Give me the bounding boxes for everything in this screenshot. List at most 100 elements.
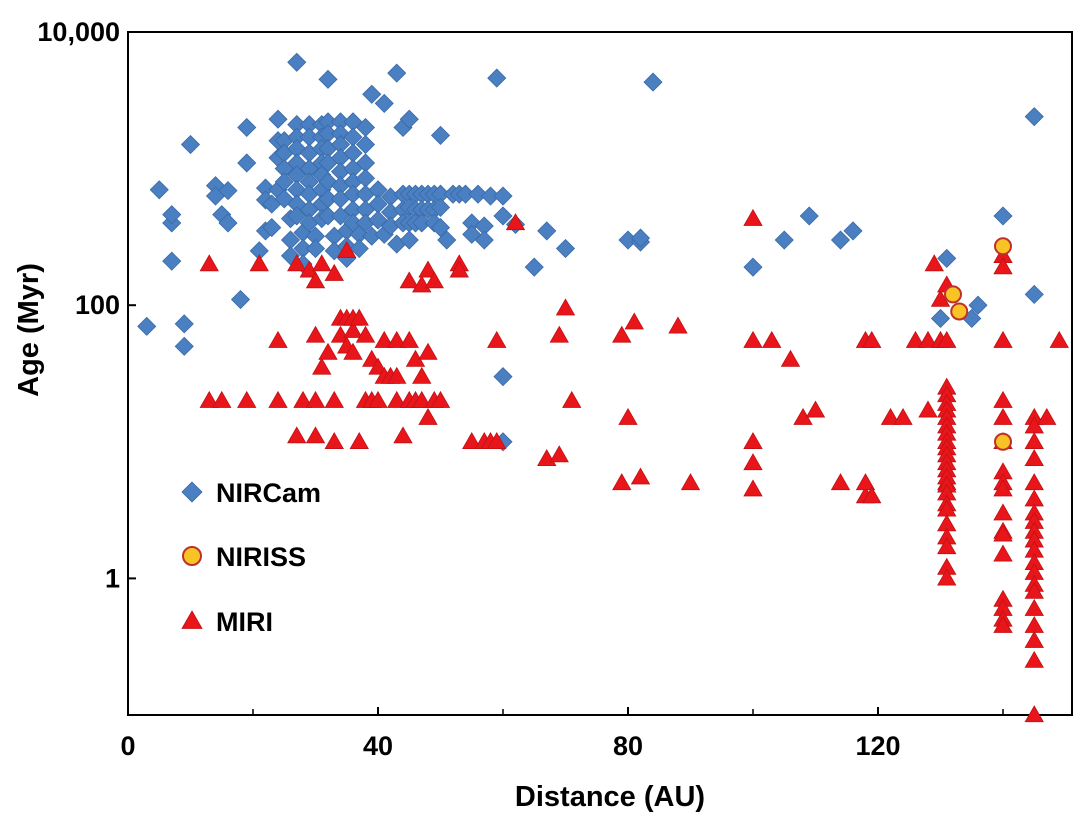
- miri-point: [374, 330, 394, 348]
- miri-point: [505, 213, 526, 231]
- niriss-point: [944, 285, 962, 304]
- miri-point: [1024, 650, 1044, 668]
- miri-point: [612, 325, 632, 343]
- nircam-point: [318, 69, 338, 89]
- miri-point: [743, 330, 763, 348]
- miri-point: [780, 349, 801, 367]
- legend-nircam-marker: [181, 481, 203, 503]
- nircam-point: [149, 180, 169, 200]
- miri-point: [893, 407, 913, 425]
- miri-point: [268, 390, 288, 408]
- y-tick-label: 100: [75, 290, 120, 320]
- nircam-point: [799, 206, 819, 226]
- miri-point: [287, 426, 307, 444]
- nircam-point: [162, 251, 182, 271]
- miri-point: [805, 400, 826, 418]
- legend-niriss-marker: [182, 546, 202, 566]
- legend-label-miri: MIRI: [216, 607, 273, 637]
- miri-point: [743, 208, 763, 226]
- miri-point: [293, 390, 313, 408]
- miri-point: [387, 390, 407, 408]
- nircam-point: [399, 109, 419, 129]
- miri-point: [418, 407, 438, 425]
- miri-point: [855, 473, 876, 491]
- miri-point: [918, 330, 938, 348]
- miri-point: [993, 330, 1013, 348]
- miri-point: [487, 431, 507, 449]
- nircam-point: [830, 230, 851, 250]
- miri-point: [355, 325, 376, 343]
- nircam-point: [262, 218, 282, 238]
- nircam-point: [362, 84, 382, 104]
- miri-point: [324, 431, 344, 449]
- nircam-point: [330, 206, 351, 226]
- miri-point: [937, 568, 957, 586]
- miri-point: [343, 342, 363, 360]
- nircam-point: [137, 316, 157, 336]
- miri-point: [268, 330, 288, 348]
- miri-point: [993, 544, 1013, 562]
- nircam-point: [387, 63, 407, 83]
- data-marks: [137, 52, 1069, 723]
- miri-point: [349, 308, 369, 326]
- miri-point: [555, 298, 576, 316]
- miri-point: [1024, 581, 1044, 599]
- nircam-point: [843, 221, 863, 241]
- miri-point: [462, 431, 482, 449]
- nircam-point: [218, 213, 238, 233]
- miri-point: [324, 390, 344, 408]
- miri-point: [743, 431, 763, 449]
- nircam-point: [430, 125, 451, 145]
- nircam-point: [174, 314, 194, 334]
- nircam-point: [493, 206, 513, 226]
- nircam-point: [524, 257, 544, 277]
- miri-point: [993, 257, 1013, 275]
- miri-point: [1037, 407, 1057, 425]
- miri-point: [743, 479, 763, 497]
- nircam-point: [487, 68, 507, 88]
- nircam-point: [993, 206, 1013, 226]
- miri-point: [387, 330, 407, 348]
- nircam-point: [493, 186, 513, 206]
- miri-point: [412, 366, 432, 384]
- nircam-point: [162, 205, 182, 225]
- x-tick-label: 40: [363, 731, 393, 761]
- nircam-point: [968, 295, 988, 315]
- miri-point: [418, 260, 438, 278]
- nircam-point: [430, 197, 451, 217]
- miri-point: [830, 473, 851, 491]
- nircam-point: [180, 134, 201, 155]
- axis-ticks: 0 40 80 120 1 100 10,000: [37, 17, 1004, 761]
- nircam-point: [237, 153, 257, 173]
- miri-point: [993, 615, 1013, 633]
- nircam-point: [237, 117, 257, 138]
- nircam-point: [774, 230, 794, 250]
- miri-point: [618, 407, 638, 425]
- nircam-point: [537, 221, 557, 241]
- miri-point: [1024, 431, 1044, 449]
- miri-point: [630, 467, 651, 485]
- miri-point: [343, 320, 363, 338]
- nircam-point: [555, 238, 576, 259]
- miri-point: [249, 254, 269, 272]
- miri-point: [924, 254, 944, 272]
- miri-point: [337, 241, 357, 258]
- nircam-point: [630, 228, 651, 248]
- nircam-point: [1024, 107, 1044, 127]
- y-tick-label: 10,000: [37, 17, 120, 47]
- nircam-point: [1024, 284, 1044, 304]
- miri-point: [937, 330, 957, 348]
- miri-point: [487, 330, 507, 348]
- y-axis-title: Age (Myr): [13, 263, 45, 397]
- miri-point: [212, 390, 232, 408]
- miri-point: [312, 254, 332, 272]
- miri-point: [199, 254, 219, 272]
- miri-point: [324, 263, 344, 281]
- nircam-point: [374, 93, 394, 113]
- nircam-point: [287, 206, 307, 226]
- miri-point: [430, 390, 451, 408]
- miri-point: [880, 407, 901, 425]
- nircam-point: [268, 109, 288, 129]
- miri-point: [412, 390, 432, 408]
- miri-point: [993, 407, 1013, 425]
